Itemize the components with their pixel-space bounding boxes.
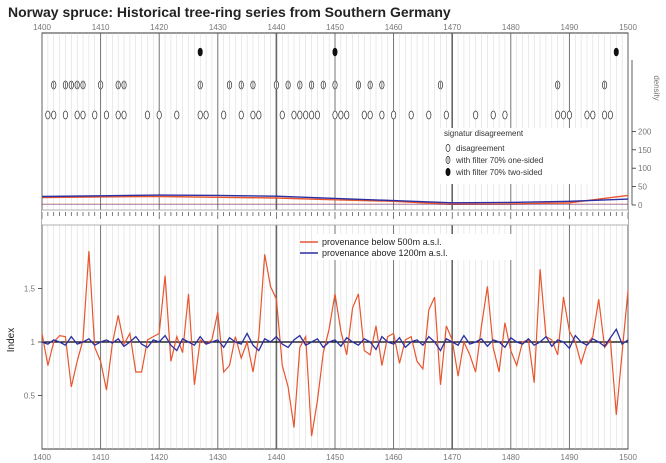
density-tick-label: 200 [638, 127, 652, 136]
signature-disagreement-marker [607, 110, 613, 120]
signature-disagreement-marker [279, 110, 285, 120]
index-series-line-red [41, 250, 629, 437]
x-tick-label-bottom: 1450 [326, 453, 344, 462]
signature-disagreement-marker [51, 110, 57, 120]
x-tick-label-bottom: 1440 [268, 453, 286, 462]
x-tick-label-top: 1400 [33, 23, 51, 32]
signature-disagreement-marker [74, 110, 80, 120]
signature-disagreement-marker [344, 110, 350, 120]
x-tick-label-top: 1470 [443, 23, 461, 32]
signature-disagreement-marker [473, 110, 479, 120]
signature-disagreement-marker [197, 110, 203, 120]
signature-disagreement-marker [309, 110, 315, 120]
x-tick-label-bottom: 1500 [619, 453, 637, 462]
x-tick-label-bottom: 1490 [561, 453, 579, 462]
index-legend-label: provenance above 1200m a.s.l. [322, 248, 448, 258]
signature-disagreement-marker [391, 110, 397, 120]
signature-disagreement-marker [174, 110, 180, 120]
density-tick-label: 100 [638, 164, 652, 173]
index-axis-label: Index [6, 328, 17, 352]
signature-disagreement-marker [379, 110, 385, 120]
signature-disagreement-marker [291, 110, 297, 120]
signature-disagreement-marker [590, 110, 596, 120]
x-tick-label-bottom: 1480 [502, 453, 520, 462]
signature-legend-item: with filter 70% two-sided [455, 168, 542, 177]
x-tick-label-top: 1490 [561, 23, 579, 32]
x-tick-label-bottom: 1470 [443, 453, 461, 462]
x-tick-label-bottom: 1400 [33, 453, 51, 462]
signature-disagreement-marker [92, 110, 98, 120]
signature-disagreement-marker [602, 110, 608, 120]
signature-disagreement-marker [361, 110, 367, 120]
density-line-blue [41, 194, 629, 204]
signature-disagreement-marker [80, 110, 86, 120]
index-tick-label: 1.5 [24, 285, 36, 294]
signature-two-sided-marker [197, 47, 203, 57]
signature-disagreement-marker [502, 110, 508, 120]
x-tick-label-top: 1440 [268, 23, 286, 32]
chart-title: Norway spruce: Historical tree-ring seri… [8, 4, 451, 20]
index-tick-label: 1 [31, 338, 36, 347]
signature-legend-box [440, 128, 590, 184]
signature-disagreement-marker [584, 110, 590, 120]
signature-two-sided-marker [332, 47, 338, 57]
signature-disagreement-marker [426, 110, 432, 120]
signature-disagreement-marker [332, 110, 338, 120]
x-tick-label-bottom: 1430 [209, 453, 227, 462]
x-tick-label-top: 1460 [385, 23, 403, 32]
x-tick-label-top: 1500 [619, 23, 637, 32]
signature-disagreement-marker [115, 110, 121, 120]
index-legend-label: provenance below 500m a.s.l. [322, 237, 442, 247]
signature-disagreement-marker [62, 110, 68, 120]
density-line-red [41, 194, 629, 206]
signature-two-sided-marker [613, 47, 619, 57]
x-tick-label-top: 1450 [326, 23, 344, 32]
signature-disagreement-marker [256, 110, 262, 120]
signature-disagreement-marker [103, 110, 110, 120]
x-tick-label-bottom: 1460 [385, 453, 403, 462]
signature-disagreement-marker [121, 110, 127, 120]
x-tick-label-top: 1480 [502, 23, 520, 32]
signature-disagreement-marker [250, 110, 256, 120]
signature-disagreement-marker [221, 110, 227, 120]
signature-legend-item: with filter 70% one-sided [455, 156, 543, 165]
x-tick-label-top: 1410 [92, 23, 110, 32]
signature-disagreement-marker [490, 110, 496, 120]
legend-two-sided-symbol [445, 167, 451, 177]
density-tick-label: 150 [638, 146, 652, 155]
x-tick-label-bottom: 1410 [92, 453, 110, 462]
legend-disagreement-symbol [445, 144, 451, 152]
signature-disagreement-marker [45, 110, 51, 120]
density-axis-label: density [652, 75, 661, 100]
signature-legend-title: signatur disagreement [444, 129, 524, 138]
signature-disagreement-marker [367, 110, 373, 120]
signature-disagreement-marker [303, 110, 309, 120]
signature-disagreement-marker [297, 110, 303, 120]
x-tick-label-top: 1430 [209, 23, 227, 32]
signature-disagreement-marker [555, 110, 561, 120]
signature-disagreement-marker [338, 110, 344, 120]
signature-disagreement-marker [566, 110, 572, 120]
signature-disagreement-marker [560, 110, 567, 120]
x-tick-label-bottom: 1420 [150, 453, 168, 462]
signature-disagreement-marker [238, 110, 244, 120]
signature-legend-item: disagreement [456, 144, 505, 153]
x-tick-label-top: 1420 [150, 23, 168, 32]
index-tick-label: 0.5 [24, 392, 36, 401]
density-tick-label: 0 [638, 201, 643, 210]
density-tick-label: 50 [638, 183, 647, 192]
signature-disagreement-marker [443, 110, 449, 120]
signature-disagreement-marker [156, 110, 162, 120]
signature-disagreement-marker [408, 110, 414, 120]
signature-disagreement-marker [203, 110, 209, 120]
index-series-line-blue [41, 327, 629, 352]
signature-disagreement-marker [314, 110, 320, 120]
index-legend-box [314, 234, 514, 260]
signature-disagreement-marker [144, 110, 151, 120]
